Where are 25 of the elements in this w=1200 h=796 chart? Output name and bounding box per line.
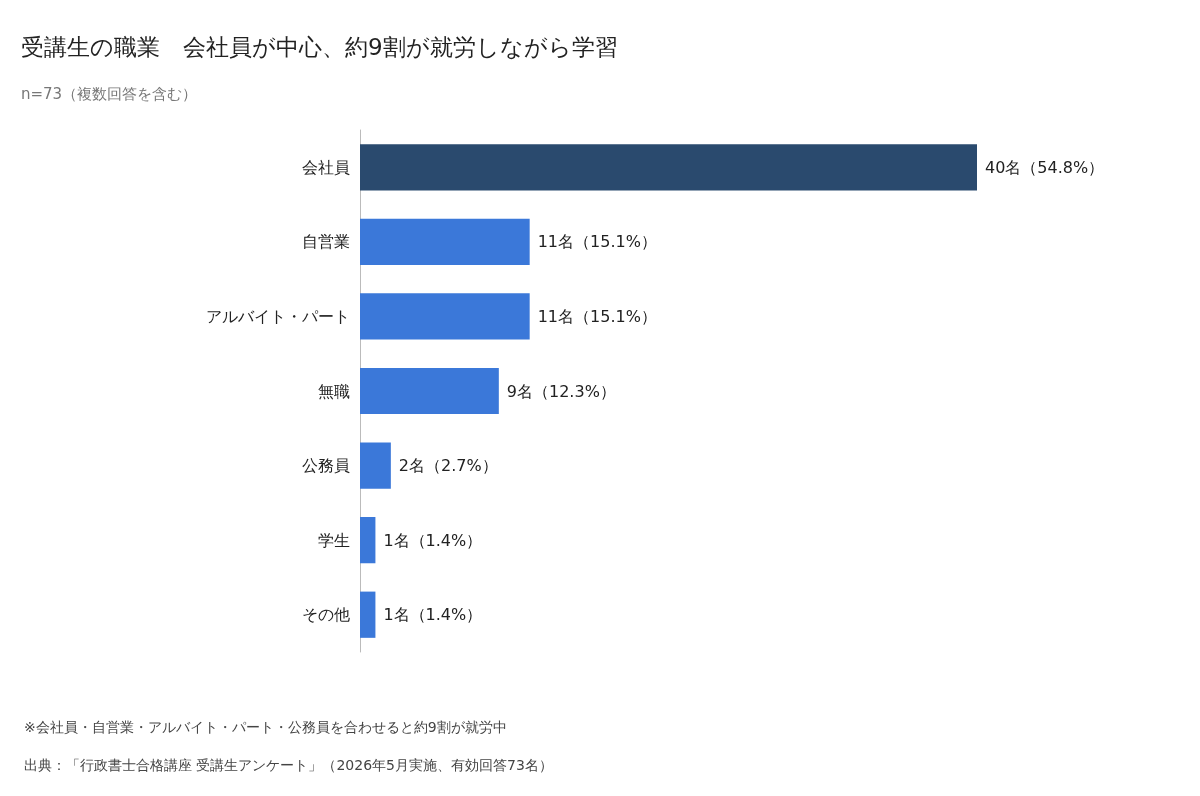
y-tick-label: 学生 [318, 530, 350, 550]
bar [360, 367, 499, 415]
bar [360, 517, 376, 564]
data-label: 11名（15.1%） [537, 232, 657, 252]
bar [360, 144, 977, 191]
bar [360, 591, 376, 638]
data-label: 1名（1.4%） [383, 605, 483, 625]
bar [360, 218, 530, 265]
data-label: 40名（54.8%） [985, 157, 1105, 177]
y-tick-label: 自営業 [302, 232, 350, 252]
text: ※会社員・自営業・アルバイト・パート・公務員を合わせると約9割が就労中 [24, 719, 507, 735]
y-tick-label: アルバイト・パート [206, 306, 350, 326]
y-tick-label: その他 [302, 605, 350, 625]
data-label: 2名（2.7%） [398, 456, 498, 476]
y-tick-label: 公務員 [302, 456, 350, 476]
chart-title: 受講生の職業 会社員が中心、約9割が就労しながら学習 [21, 33, 618, 60]
bar [360, 442, 391, 489]
source-note: 出典：「行政書士合格講座 受講生アンケート」（2026年5月実施、有効回答73名） [24, 757, 553, 773]
data-label: 1名（1.4%） [383, 530, 483, 550]
data-label: 9名（12.3%） [506, 381, 616, 401]
text: n=73（複数回答を含む） [21, 84, 198, 103]
bar [360, 293, 530, 340]
data-label: 11名（15.1%） [537, 306, 657, 326]
y-tick-label: 無職 [318, 381, 350, 401]
y-tick-label: 会社員 [302, 157, 350, 177]
